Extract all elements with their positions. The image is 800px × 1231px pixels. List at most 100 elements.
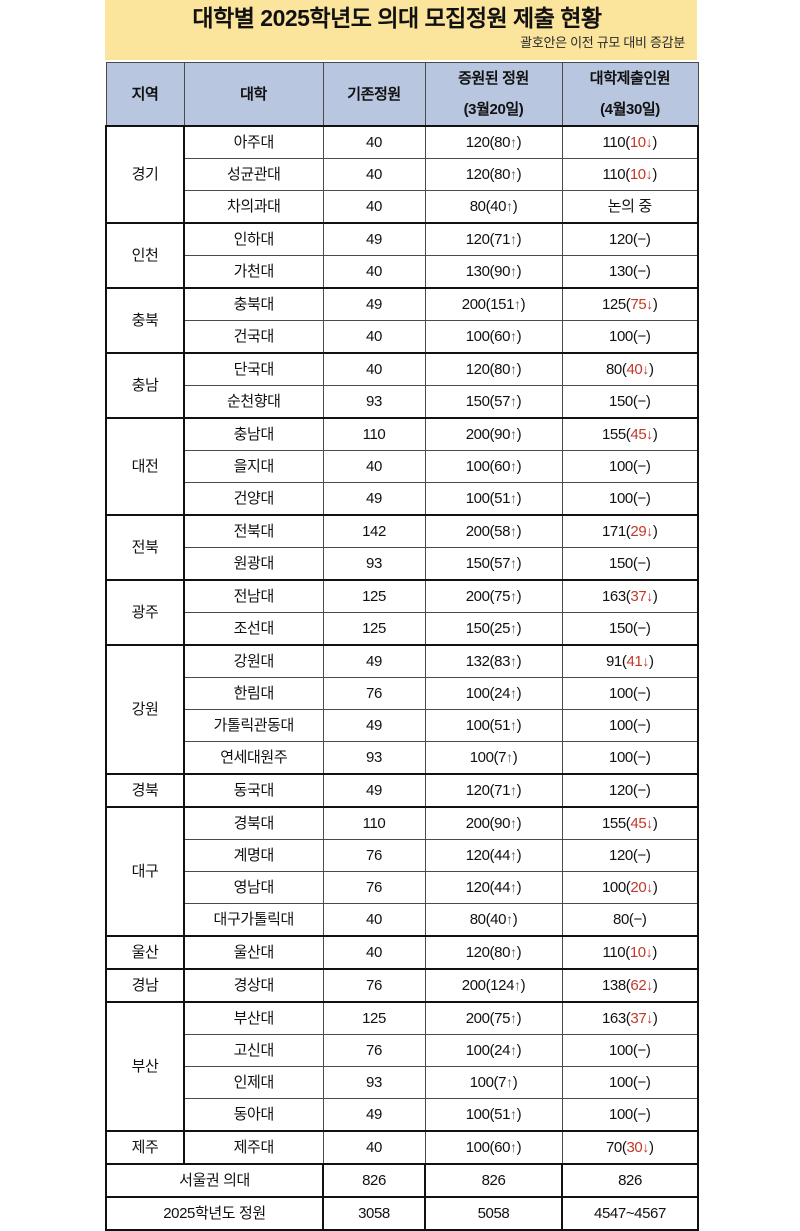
increased-paren-close: ) [516,490,522,507]
cell-increased-quota: 130(90↑) [424,255,563,289]
cell-university: 충북대 [183,287,324,321]
increased-paren-close: ) [516,166,522,183]
increased-base-value: 200(90 [465,426,511,443]
submitted-delta-value: 10 [629,944,646,961]
column-header-existing: 기존정원 [322,62,426,127]
table-row: 영남대 76 120(44↑) 100(20↓) [106,871,699,904]
cell-submitted-quota: 80(40↓) [561,352,699,386]
cell-existing-quota: 93 [322,547,426,581]
increased-base-value: 200(124 [461,977,515,994]
table-row: 경남 경상대 76 200(124↑) 138(62↓) [105,968,699,1003]
cell-existing-quota: 49 [322,644,426,678]
arrow-up-icon: ↑ [510,847,517,863]
submitted-paren-close: ) [645,231,651,248]
cell-university: 부산대 [183,1001,324,1035]
submitted-delta-value: − [637,620,646,637]
submitted-delta-value: − [633,911,643,928]
summary-row: 2025학년도 정원 3058 5058 4547~4567 [105,1196,699,1231]
arrow-up-icon: ↑ [510,263,517,279]
table-row: 순천향대 93 150(57↑) 150(−) [106,385,699,419]
submitted-paren-close: ) [645,685,651,702]
submitted-base-value: 150( [609,393,638,410]
increased-paren-close: ) [516,815,522,832]
arrow-down-icon: ↓ [646,815,653,831]
submitted-base-value: 70( [605,1139,627,1156]
increased-base-value: 100(60 [465,458,511,475]
page-subtitle: 괄호안은 이전 규모 대비 증감분 [520,35,685,50]
cell-existing-quota: 93 [322,741,426,775]
increased-paren-close: ) [516,685,522,702]
cell-increased-quota: 132(83↑) [424,644,563,678]
increased-paren-close: ) [516,231,522,248]
submitted-base-value: 110( [602,166,631,183]
submitted-paren-close: ) [645,1042,651,1059]
increased-base-value: 100(51 [465,1106,511,1123]
arrow-down-icon: ↓ [645,166,653,182]
cell-existing-quota: 40 [322,352,426,386]
arrow-up-icon: ↑ [510,1106,517,1122]
submitted-base-value: 130( [609,263,638,280]
increased-base-value: 130(90 [465,263,511,280]
submitted-base-value: 171( [601,523,631,540]
cell-increased-quota: 200(75↑) [424,1001,563,1035]
arrow-up-icon: ↑ [510,231,517,247]
submitted-base-value: 100( [609,1074,638,1091]
submitted-delta-value: 62 [630,977,647,994]
cell-increased-quota: 200(124↑) [424,968,563,1003]
cell-university: 인제대 [183,1066,324,1099]
cell-university: 강원대 [183,644,324,678]
arrow-up-icon: ↑ [510,426,517,442]
cell-submitted-quota: 100(−) [561,1034,699,1067]
arrow-down-icon: ↓ [646,426,653,442]
cell-increased-quota: 200(151↑) [424,287,563,321]
cell-increased-quota: 80(40↑) [424,190,563,224]
cell-summary-label: 서울권 의대 [105,1163,324,1198]
increased-base-value: 100(60 [465,328,511,345]
increased-base-value: 120(80 [465,134,511,151]
cell-increased-quota: 100(24↑) [424,1034,563,1067]
table-row: 원광대 93 150(57↑) 150(−) [106,547,699,581]
increased-base-value: 100(7 [469,749,507,766]
cell-region: 강원 [105,644,185,775]
table-head: 지역 대학 기존정원 증원된 정원 (3월20일) 대학제출인원 (4월30일) [105,62,699,127]
table-row: 전북 전북대 142 200(58↑) 171(29↓) [105,514,699,581]
submitted-delta-value: − [637,458,646,475]
cell-submitted-quota: 120(−) [561,222,699,256]
cell-increased-quota: 200(58↑) [424,514,563,548]
increased-base-value: 80(40 [469,911,507,928]
submitted-delta-value: − [637,717,646,734]
cell-submitted-quota: 100(−) [561,482,699,516]
cell-university: 울산대 [183,935,324,970]
cell-university: 인하대 [183,222,324,256]
arrow-up-icon: ↑ [510,393,517,409]
arrow-up-icon: ↑ [514,977,521,993]
cell-university: 한림대 [183,677,324,710]
table-row: 조선대 125 150(25↑) 150(−) [106,612,699,646]
arrow-up-icon: ↑ [510,490,517,506]
increased-paren-close: ) [516,523,522,540]
cell-existing-quota: 49 [322,773,426,808]
increased-base-value: 150(25 [465,620,511,637]
column-header-label: 대학 [240,85,267,103]
cell-summary-existing: 3058 [322,1196,426,1231]
arrow-up-icon: ↑ [510,620,517,636]
column-header-label: 증원된 정원 [458,70,529,87]
cell-submitted-quota: 150(−) [561,385,699,419]
cell-submitted-quota: 120(−) [561,839,699,872]
arrow-up-icon: ↑ [506,1074,513,1090]
table-row: 강원 강원대 49 132(83↑) 91(41↓) [105,644,699,775]
cell-existing-quota: 93 [322,1066,426,1099]
cell-summary-increased: 5058 [424,1196,563,1231]
arrow-up-icon: ↑ [510,944,517,960]
arrow-up-icon: ↑ [510,717,517,733]
cell-increased-quota: 200(90↑) [424,806,563,840]
cell-university: 계명대 [183,839,324,872]
submitted-base-value: 100( [609,490,638,507]
cell-existing-quota: 125 [322,1001,426,1035]
cell-existing-quota: 49 [322,1098,426,1132]
cell-region: 대구 [105,806,185,937]
increased-paren-close: ) [512,1074,518,1091]
increased-paren-close: ) [516,653,522,670]
submitted-delta-value: 20 [630,879,647,896]
cell-submitted-quota: 130(−) [561,255,699,289]
